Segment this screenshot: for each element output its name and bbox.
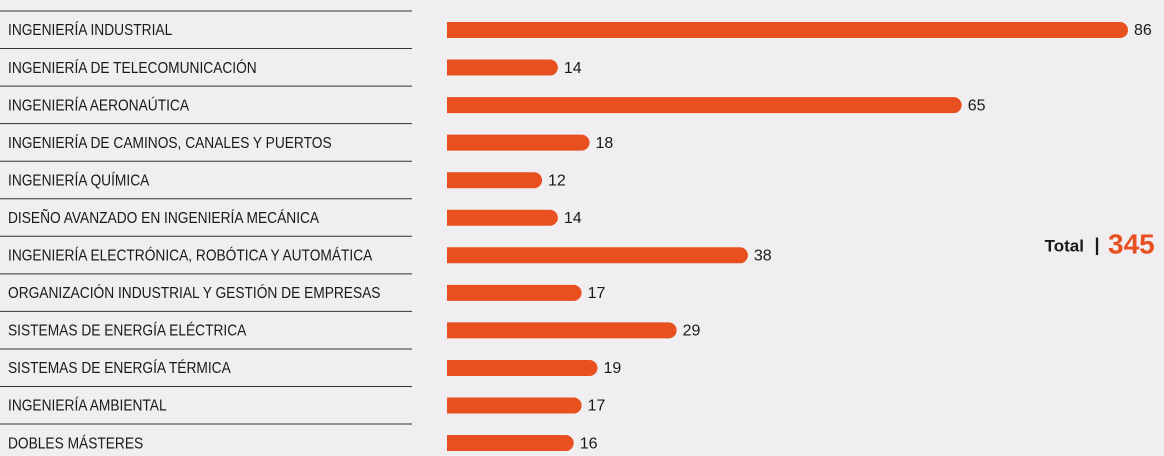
bar [447,397,582,414]
bar [447,359,598,376]
value-label: 29 [683,323,701,340]
separator: | [1094,235,1099,255]
bar [447,22,1128,38]
value-label: 12 [548,172,566,189]
category-label: ORGANIZACIÓN INDUSTRIAL Y GESTIÓN DE EMP… [8,284,381,302]
category-label: INGENIERÍA ELECTRÓNICA, ROBÓTICA Y AUTOM… [8,247,372,265]
category-label: INGENIERÍA QUÍMICA [8,171,149,189]
bar [447,435,574,452]
label-group: INGENIERÍA INDUSTRIAL INGENIERÍA DE TELEC… [8,21,381,452]
category-label: SISTEMAS DE ENERGÍA TÉRMICA [8,359,231,377]
bar [447,172,543,189]
category-label: INGENIERÍA DE TELECOMUNICACIÓN [8,59,257,77]
value-label: 38 [754,248,772,265]
total: Total | 345 [1045,228,1155,259]
bar [447,322,677,339]
category-label: DOBLES MÁSTERES [8,434,143,452]
value-label: 14 [564,210,582,227]
bar [447,59,558,76]
bar [447,97,962,114]
value-label: 17 [588,398,606,415]
category-label: INGENIERÍA DE CAMINOS, CANALES Y PUERTOS [8,134,332,152]
bar [447,134,590,151]
total-value: 345 [1108,228,1155,259]
bar [447,284,582,301]
bar [447,209,558,226]
value-label: 18 [596,135,614,152]
category-label: INGENIERÍA INDUSTRIAL [8,21,172,39]
value-label: 17 [588,285,606,302]
category-label: DISEÑO AVANZADO EN INGENIERÍA MECÁNICA [8,209,319,227]
category-label: INGENIERÍA AERONAÚTICA [8,96,189,114]
category-label: INGENIERÍA AMBIENTAL [8,397,167,415]
value-label: 86 [1134,22,1152,39]
value-label: 16 [580,435,598,452]
value-label: 19 [603,360,621,377]
bar [447,247,748,264]
value-label: 14 [564,60,582,77]
total-label: Total [1045,236,1084,255]
category-label: SISTEMAS DE ENERGÍA ELÉCTRICA [8,322,246,340]
value-label: 65 [968,97,986,114]
